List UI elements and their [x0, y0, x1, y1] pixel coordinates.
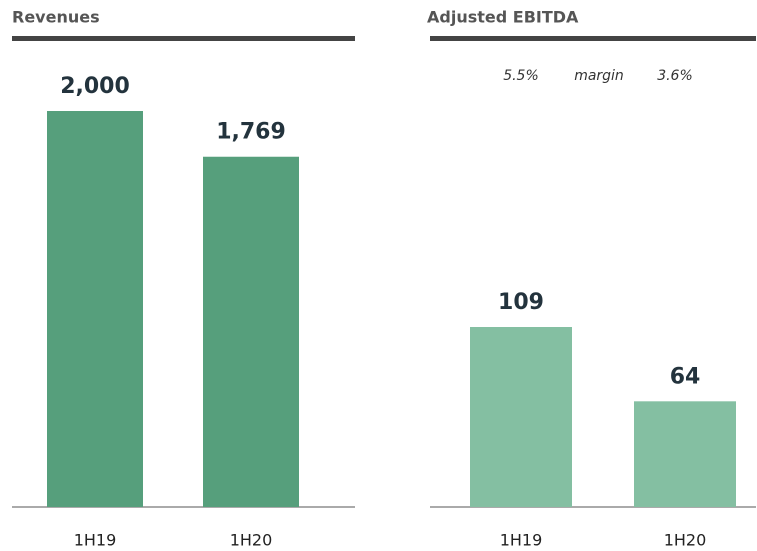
annotation: margin — [574, 68, 624, 84]
x-tick-label: 1H20 — [664, 531, 707, 550]
bar — [47, 111, 143, 507]
value-label: 2,000 — [60, 74, 130, 99]
bar — [470, 327, 572, 507]
bar — [634, 401, 736, 507]
bar — [203, 156, 299, 507]
chart-title: Adjusted EBITDA — [427, 8, 579, 27]
title-rule — [430, 36, 756, 41]
x-tick-label: 1H20 — [230, 531, 273, 550]
value-label: 1,769 — [216, 120, 286, 145]
value-label: 64 — [670, 364, 701, 389]
x-tick-label: 1H19 — [74, 531, 117, 550]
title-rule — [12, 36, 355, 41]
x-tick-label: 1H19 — [500, 531, 543, 550]
annotation: 3.6% — [657, 68, 693, 84]
chart-title: Revenues — [12, 8, 100, 27]
value-label: 109 — [498, 290, 544, 315]
annotation: 5.5% — [503, 68, 539, 84]
